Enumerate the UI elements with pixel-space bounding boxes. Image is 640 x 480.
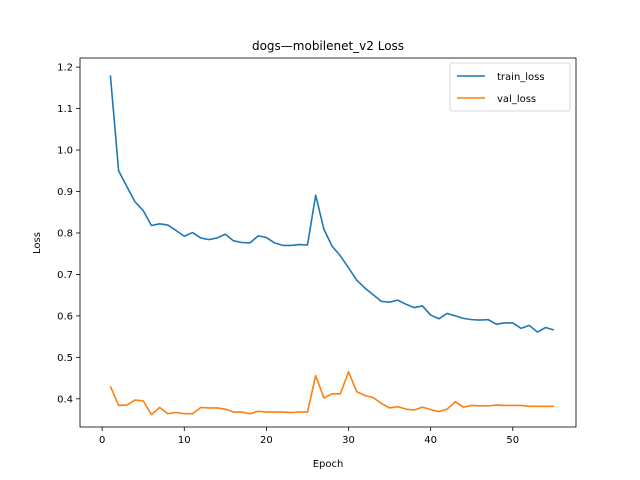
x-tick-label: 0: [99, 435, 105, 446]
x-tick-label: 20: [260, 435, 273, 446]
chart-title: dogs—mobilenet_v2 Loss: [252, 39, 404, 53]
x-tick-label: 50: [506, 435, 519, 446]
x-axis-label: Epoch: [313, 459, 344, 470]
y-tick-label: 0.6: [57, 311, 73, 322]
y-axis-label: Loss: [32, 232, 43, 254]
legend-box: [449, 62, 571, 112]
y-tick-label: 0.5: [57, 353, 73, 364]
series-line-train-loss: [109, 75, 555, 333]
x-tick-label: 40: [424, 435, 437, 446]
legend: train_loss val_loss: [449, 62, 571, 112]
x-tick-label: 10: [178, 435, 191, 446]
y-tick-label: 0.7: [57, 270, 73, 281]
axes-frame: [79, 57, 577, 428]
legend-label-val-loss: val_loss: [497, 94, 536, 105]
y-tick-label: 0.8: [57, 228, 73, 239]
y-tick-label: 1.0: [57, 146, 73, 157]
plot-area: 0 10 20 30 40 50 0.4 0.5 0.6 0.7 0.8 0.9 1.0 1.1 1.2: [57, 63, 555, 446]
legend-label-train-loss: train_loss: [497, 72, 545, 83]
y-tick-label: 0.9: [57, 187, 73, 198]
x-tick-label: 30: [342, 435, 355, 446]
y-tick-label: 1.1: [57, 104, 73, 115]
series-line-val-loss: [109, 371, 554, 416]
y-tick-label: 1.2: [57, 63, 73, 74]
y-tick-label: 0.4: [57, 394, 73, 405]
